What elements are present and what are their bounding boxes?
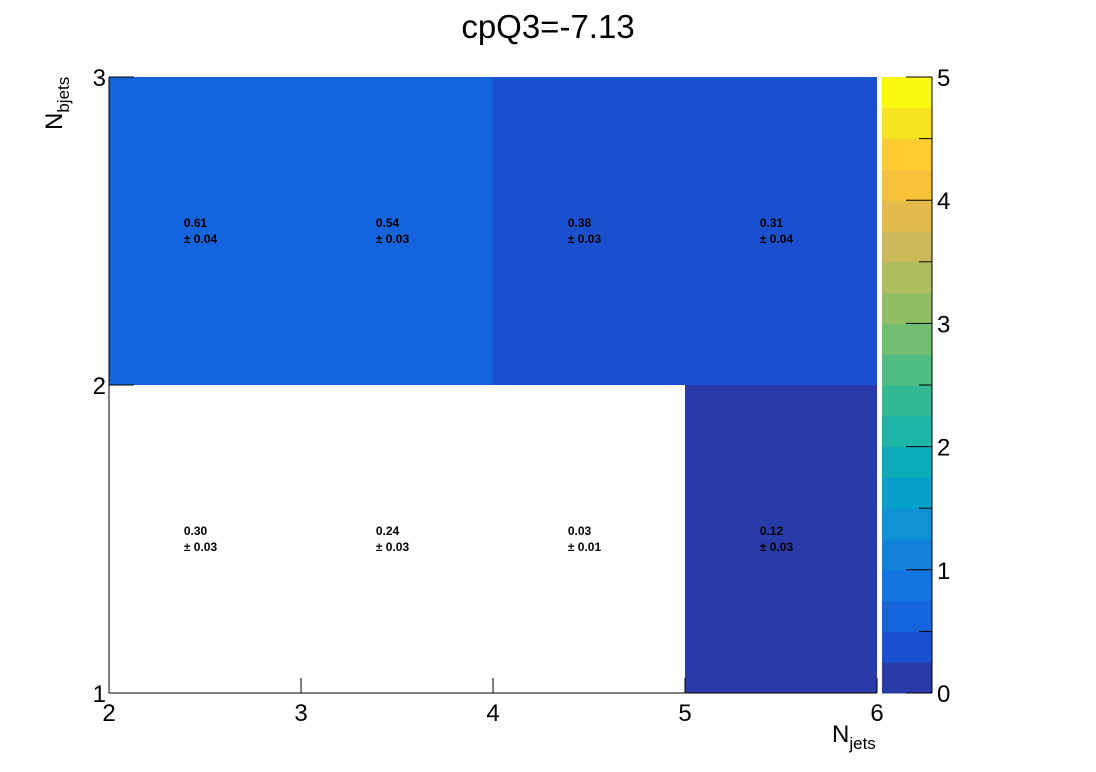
x-axis-title: Njets [832, 721, 876, 753]
heatmap-cell [109, 385, 301, 693]
colorbar-swatch [882, 200, 932, 232]
heatmap-cell [109, 77, 301, 385]
cell-error-label: ± 0.03 [760, 540, 794, 554]
colorbar-swatch [882, 354, 932, 386]
colorbar-tick-label: 1 [937, 558, 950, 585]
cell-value-label: 0.30 [184, 524, 208, 538]
cell-value-label: 0.03 [568, 524, 592, 538]
cell-error-label: ± 0.03 [568, 232, 602, 246]
heatmap-cells [109, 77, 877, 693]
colorbar-swatch [882, 292, 932, 324]
colorbar-tick-label: 0 [937, 681, 950, 708]
cell-value-label: 0.24 [376, 524, 400, 538]
y-axis-title: Nbjets [41, 77, 73, 130]
colorbar-tick-label: 5 [937, 65, 950, 92]
colorbar-swatch [882, 508, 932, 540]
colorbar-swatch [882, 415, 932, 448]
colorbar-swatch [882, 231, 932, 263]
colorbar-swatch [882, 169, 932, 201]
colorbar-swatch [882, 385, 932, 417]
cell-value-label: 0.61 [184, 216, 208, 230]
x-tick-label: 4 [486, 700, 499, 727]
heatmap-cell [301, 385, 493, 693]
colorbar-swatch [882, 446, 932, 478]
x-tick-label: 5 [678, 700, 691, 727]
x-tick-label: 3 [294, 700, 307, 727]
colorbar-swatch [882, 107, 932, 140]
colorbar-swatch [882, 261, 932, 294]
colorbar-swatch [882, 600, 932, 632]
colorbar-tick-label: 4 [937, 188, 950, 215]
colorbar-tick-label: 2 [937, 435, 950, 462]
colorbar-swatch [882, 662, 932, 694]
y-tick-label: 2 [93, 373, 106, 400]
x-tick-label: 2 [102, 700, 115, 727]
heatmap-cell [685, 77, 877, 385]
colorbar-swatch [882, 539, 932, 571]
cell-value-label: 0.38 [568, 216, 592, 230]
heatmap-cell [493, 77, 685, 385]
cell-value-label: 0.54 [376, 216, 400, 230]
chart-title: cpQ3=-7.13 [461, 8, 634, 45]
colorbar-swatch [882, 569, 932, 602]
colorbar-swatch [882, 477, 932, 509]
y-tick-label: 1 [93, 681, 106, 708]
colorbar: 0 1 2 3 4 5 [882, 65, 950, 708]
cell-error-label: ± 0.04 [184, 232, 218, 246]
colorbar-tick-label: 3 [937, 311, 950, 338]
cell-error-label: ± 0.03 [376, 540, 410, 554]
cell-labels: 0.30 ± 0.03 0.24 ± 0.03 0.03 ± 0.01 0.12 ± 0.03… [184, 216, 794, 554]
heatmap-cell [493, 385, 685, 693]
x-tick-label: 6 [870, 700, 883, 727]
cell-error-label: ± 0.04 [760, 232, 794, 246]
cell-error-label: ± 0.01 [568, 540, 602, 554]
axis-titles: Njets Nbjets [41, 77, 876, 753]
y-tick-label: 3 [93, 65, 106, 92]
cell-value-label: 0.31 [760, 216, 784, 230]
colorbar-swatch [882, 631, 932, 663]
colorbar-swatch [882, 138, 932, 170]
cell-error-label: ± 0.03 [376, 232, 410, 246]
cell-error-label: ± 0.03 [184, 540, 218, 554]
colorbar-swatch [882, 77, 932, 109]
heatmap-cell [301, 77, 493, 385]
heatmap-cell [685, 385, 877, 693]
cell-value-label: 0.12 [760, 524, 784, 538]
colorbar-swatch [882, 323, 932, 355]
